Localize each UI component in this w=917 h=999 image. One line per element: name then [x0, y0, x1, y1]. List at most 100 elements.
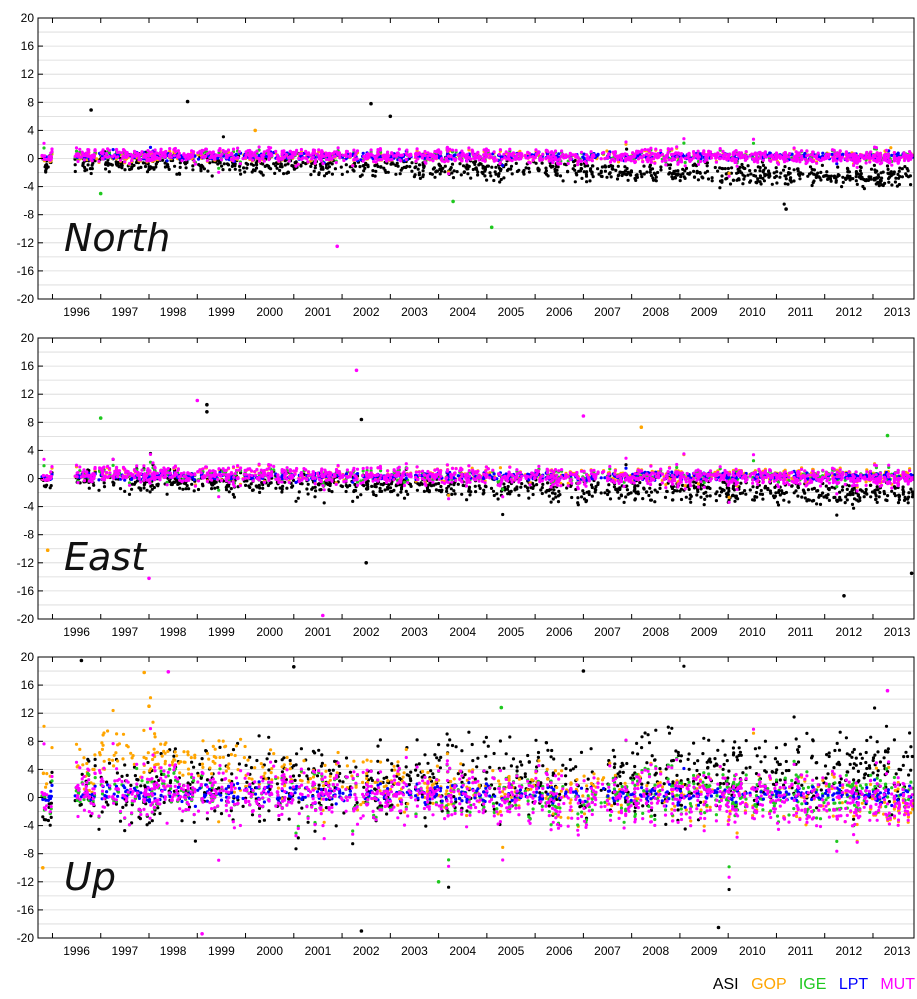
point-asi — [780, 491, 785, 495]
point-asi — [433, 175, 437, 179]
point-asi — [305, 487, 309, 491]
point-asi — [88, 167, 92, 171]
point-asi — [687, 487, 691, 491]
point-mut — [447, 172, 451, 176]
point-asi — [499, 177, 503, 182]
point-mut — [297, 156, 301, 160]
y-tick-label: 12 — [21, 67, 35, 81]
point-mut — [270, 154, 274, 158]
point-mut — [504, 150, 508, 154]
point-mut — [342, 158, 346, 163]
point-asi — [184, 160, 188, 165]
point-mut — [539, 155, 543, 159]
point-mut — [731, 151, 736, 155]
point-asi — [876, 488, 880, 492]
point-asi — [556, 500, 561, 504]
point-asi — [550, 491, 555, 495]
point-mut — [773, 153, 778, 157]
point-asi — [761, 497, 765, 501]
point-asi — [327, 488, 331, 493]
point-mut — [641, 160, 645, 164]
point-mut — [875, 151, 879, 155]
point-mut — [734, 160, 738, 164]
point-mut — [236, 155, 240, 160]
point-mut — [101, 157, 105, 161]
point-mut — [125, 155, 129, 159]
point-asi — [582, 170, 586, 174]
point-asi — [671, 177, 675, 181]
point-mut — [706, 154, 710, 158]
point-asi — [907, 491, 911, 495]
point-asi — [834, 176, 838, 180]
point-mut — [592, 154, 596, 158]
point-mut — [667, 158, 671, 162]
point-asi — [222, 162, 226, 166]
point-asi — [467, 164, 471, 168]
point-asi — [399, 168, 403, 172]
point-mut — [844, 153, 848, 157]
point-asi — [852, 506, 856, 510]
point-asi — [152, 485, 156, 490]
point-asi — [299, 163, 303, 167]
point-asi — [580, 495, 584, 499]
point-asi — [494, 165, 498, 169]
point-asi — [695, 493, 699, 497]
point-asi — [590, 494, 594, 498]
point-asi — [625, 484, 629, 488]
point-mut — [623, 152, 627, 156]
point-mut — [345, 149, 349, 154]
point-asi — [410, 169, 414, 173]
point-gop — [605, 149, 609, 153]
point-asi — [659, 168, 663, 172]
point-mut — [778, 154, 782, 158]
point-asi — [498, 180, 502, 184]
point-asi — [607, 483, 611, 487]
point-asi — [417, 163, 422, 167]
point-mut — [674, 151, 678, 155]
point-asi — [300, 482, 304, 486]
point-asi — [909, 183, 913, 187]
point-asi — [322, 174, 327, 178]
point-mut — [250, 154, 254, 158]
point-asi — [848, 490, 852, 495]
point-mut — [348, 155, 352, 159]
outlier-ige — [489, 225, 494, 230]
point-mut — [484, 155, 488, 159]
point-asi — [806, 174, 810, 178]
point-asi — [389, 490, 393, 494]
point-mut — [49, 151, 53, 155]
point-asi — [396, 493, 400, 497]
point-mut — [229, 152, 233, 156]
point-asi — [864, 487, 868, 492]
point-asi — [591, 175, 595, 179]
point-mut — [629, 155, 633, 159]
point-asi — [233, 167, 237, 171]
point-asi — [161, 158, 165, 162]
point-mut — [190, 149, 194, 153]
x-tick-label: 2005 — [498, 305, 525, 319]
point-asi — [829, 179, 833, 183]
point-mut — [274, 149, 278, 153]
point-asi — [165, 492, 169, 496]
point-mut — [796, 153, 801, 157]
point-asi — [227, 490, 231, 494]
point-asi — [869, 495, 873, 499]
point-mut — [336, 146, 340, 150]
point-asi — [673, 175, 677, 179]
point-lpt — [361, 151, 365, 155]
point-asi — [748, 488, 752, 492]
point-mut — [121, 154, 125, 158]
point-asi — [623, 169, 628, 173]
point-asi — [774, 174, 779, 178]
point-asi — [781, 168, 786, 172]
point-asi — [297, 490, 301, 494]
point-asi — [561, 179, 565, 183]
point-asi — [558, 493, 562, 497]
point-mut — [750, 152, 754, 156]
point-asi — [758, 165, 762, 170]
point-asi — [825, 170, 829, 174]
point-asi — [583, 164, 587, 168]
point-asi — [722, 488, 726, 492]
point-asi — [579, 166, 583, 171]
point-asi — [419, 481, 423, 485]
